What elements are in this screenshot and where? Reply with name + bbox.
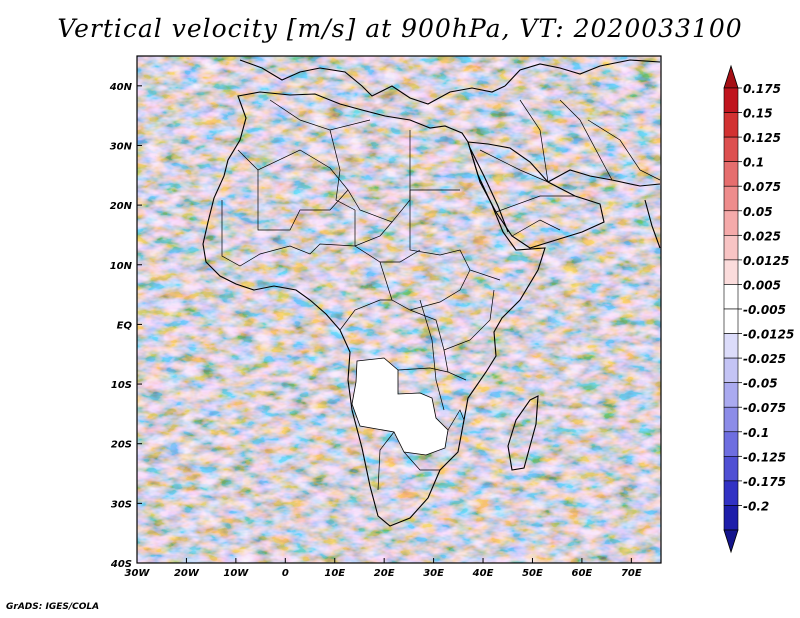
colorbar-label: -0.025	[743, 352, 786, 366]
colorbar-swatch	[723, 308, 739, 334]
lon-tick-label: 70E	[621, 568, 642, 579]
colorbar-swatch	[723, 284, 739, 310]
colorbar-swatch	[723, 406, 739, 433]
colorbar-swatch	[723, 87, 739, 113]
colorbar-label: -0.005	[743, 303, 786, 317]
colorbar-swatch	[723, 431, 739, 457]
lon-tick-label: 30E	[423, 568, 444, 579]
colorbar-label: 0.175	[743, 82, 781, 96]
country-borders	[221, 99, 661, 491]
colorbar-label: -0.1	[743, 426, 769, 440]
colorbar-swatch	[723, 357, 739, 383]
colorbar-label: 0.1	[743, 156, 764, 170]
colorbar-swatch	[723, 259, 739, 285]
colorbar-label: 0.075	[743, 180, 781, 194]
lat-tick-label: EQ	[117, 320, 133, 331]
colorbar-swatch	[723, 185, 739, 212]
plot-frame	[136, 55, 662, 564]
lat-tick-label: 20N	[110, 201, 133, 212]
colorbar-swatch	[723, 210, 739, 236]
lon-tick-label: 20W	[174, 568, 200, 579]
lon-tick-label: 60E	[572, 568, 593, 579]
colorbar-label: -0.05	[743, 377, 778, 391]
masked-terrain-region	[351, 357, 449, 456]
colorbar-swatch	[723, 161, 739, 187]
colorbar-swatch	[723, 112, 739, 138]
colorbar-top-arrow	[723, 64, 739, 89]
lon-tick-label: 0	[282, 568, 289, 579]
longitude-axis: 30W 20W 10W 0 10E 20E 30E 40E 50E 60E 70E	[125, 558, 642, 579]
colorbar-label: 0.05	[743, 205, 773, 219]
lon-tick-label: 50E	[522, 568, 543, 579]
colorbar-label: 0.125	[743, 131, 781, 145]
lon-tick-label: 10W	[223, 568, 249, 579]
colorbar-swatch	[723, 505, 739, 531]
colorbar-label: -0.175	[743, 475, 786, 489]
latitude-axis: 40N 30N 20N 10N EQ 10S 20S 30S 40S	[109, 82, 142, 570]
colorbar-label: 0.005	[743, 278, 781, 292]
lon-tick-label: 30W	[125, 568, 151, 579]
colorbar-label: -0.2	[743, 499, 769, 513]
colorbar-swatch	[723, 456, 739, 482]
colorbar-swatch	[723, 333, 739, 359]
lat-tick-label: 40N	[109, 82, 133, 93]
lon-tick-label: 40E	[472, 568, 494, 579]
lat-tick-label: 10S	[111, 380, 132, 391]
colorbar-swatch	[723, 480, 739, 506]
colorbar-label: -0.125	[743, 450, 786, 464]
colorbar-label: -0.0125	[743, 328, 794, 342]
colorbar-swatch	[723, 382, 739, 408]
colorbar-label: 0.0125	[743, 254, 789, 268]
lat-tick-label: 40S	[110, 559, 132, 570]
velocity-field	[137, 56, 661, 563]
lat-tick-label: 10N	[110, 261, 133, 272]
lon-tick-label: 20E	[374, 568, 395, 579]
lon-tick-label: 10E	[324, 568, 345, 579]
lat-tick-label: 20S	[111, 440, 132, 451]
colorbar-swatch	[723, 136, 739, 162]
colorbar-label: 0.15	[743, 107, 773, 121]
colorbar-label: 0.025	[743, 229, 781, 243]
grads-credit: GrADS: IGES/COLA	[6, 602, 100, 612]
colorbar-swatch	[723, 235, 739, 261]
map-title: Vertical velocity [m/s] at 900hPa, VT: 2…	[57, 14, 743, 43]
lat-tick-label: 30S	[111, 499, 132, 510]
colorbar-label: -0.075	[743, 401, 786, 415]
colorbar: 0.175 0.15 0.125 0.1 0.075 0.05 0.025 0.0125 0.0…	[723, 64, 794, 554]
colorbar-bottom-arrow	[723, 529, 739, 554]
lat-tick-label: 30N	[110, 141, 133, 152]
